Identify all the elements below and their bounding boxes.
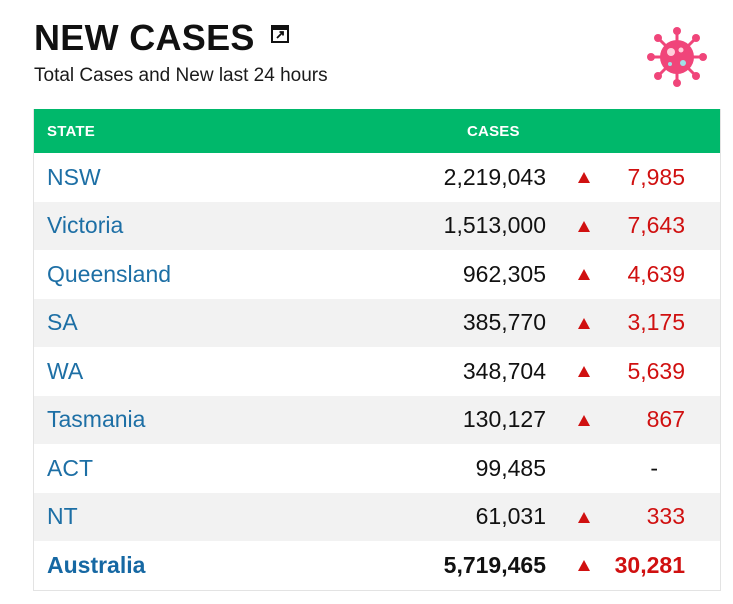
table-row: Tasmania 130,127 867 <box>34 395 720 444</box>
up-arrow-icon <box>578 220 590 232</box>
total-state-link[interactable]: Australia <box>47 551 146 578</box>
table-row: WA 348,704 5,639 <box>34 347 720 396</box>
new-cases-value: 333 <box>646 503 685 530</box>
table-row: SA 385,770 3,175 <box>34 298 720 347</box>
new-cases-value: - <box>650 454 658 481</box>
total-row: Australia 5,719,465 30,281 <box>34 541 720 590</box>
state-link[interactable]: ACT <box>47 454 93 481</box>
new-cases-value: 3,175 <box>627 309 685 336</box>
table-row: Victoria 1,513,000 7,643 <box>34 201 720 250</box>
total-cases-value: 2,219,043 <box>443 163 546 190</box>
table-row: NT 61,031 333 <box>34 492 720 541</box>
up-arrow-icon <box>578 414 590 426</box>
new-cases-value: 5,639 <box>627 357 685 384</box>
new-cases-value: 867 <box>646 406 685 433</box>
total-cases-value: 5,719,465 <box>443 551 546 578</box>
table-row: NSW 2,219,043 7,985 <box>34 153 720 202</box>
new-cases-value: 7,985 <box>627 163 685 190</box>
title-row: NEW CASES <box>34 18 289 58</box>
virus-icon <box>643 25 711 89</box>
total-cases-value: 1,513,000 <box>443 212 546 239</box>
state-link[interactable]: NT <box>47 503 78 530</box>
state-link[interactable]: Tasmania <box>47 406 146 433</box>
table-body: NSW 2,219,043 7,985 Victoria 1,513,000 7,643 Q… <box>34 153 720 590</box>
total-cases-value: 962,305 <box>462 260 546 287</box>
up-arrow-icon <box>578 172 590 183</box>
up-arrow-icon <box>578 317 590 329</box>
state-link[interactable]: NSW <box>47 163 101 190</box>
up-arrow-icon <box>578 511 590 523</box>
column-header-cases[interactable]: CASES <box>467 122 520 140</box>
table-header: STATE CASES <box>34 109 720 153</box>
state-link[interactable]: Queensland <box>47 260 172 287</box>
expand-icon[interactable] <box>270 25 289 43</box>
up-arrow-icon <box>578 366 590 377</box>
up-arrow-icon <box>578 560 590 571</box>
new-cases-value: 4,639 <box>627 260 685 287</box>
cases-table: STATE CASES NSW 2,219,043 7,985 Victoria 1,5… <box>33 109 721 591</box>
column-header-state[interactable]: STATE <box>47 122 95 140</box>
table-row: Queensland 962,305 4,639 <box>34 250 720 299</box>
table-row: ACT 99,485 - <box>34 444 720 493</box>
state-link[interactable]: SA <box>47 309 78 336</box>
new-cases-value: 30,281 <box>614 551 685 578</box>
state-link[interactable]: WA <box>47 357 84 384</box>
total-cases-value: 130,127 <box>462 406 546 433</box>
page-title: NEW CASES <box>34 17 255 58</box>
subtitle: Total Cases and New last 24 hours <box>34 65 328 86</box>
total-cases-value: 61,031 <box>475 503 546 530</box>
up-arrow-icon <box>578 269 590 280</box>
total-cases-value: 385,770 <box>462 309 546 336</box>
total-cases-value: 348,704 <box>462 357 546 384</box>
total-cases-value: 99,485 <box>475 454 546 481</box>
state-link[interactable]: Victoria <box>47 212 124 239</box>
new-cases-value: 7,643 <box>627 212 685 239</box>
